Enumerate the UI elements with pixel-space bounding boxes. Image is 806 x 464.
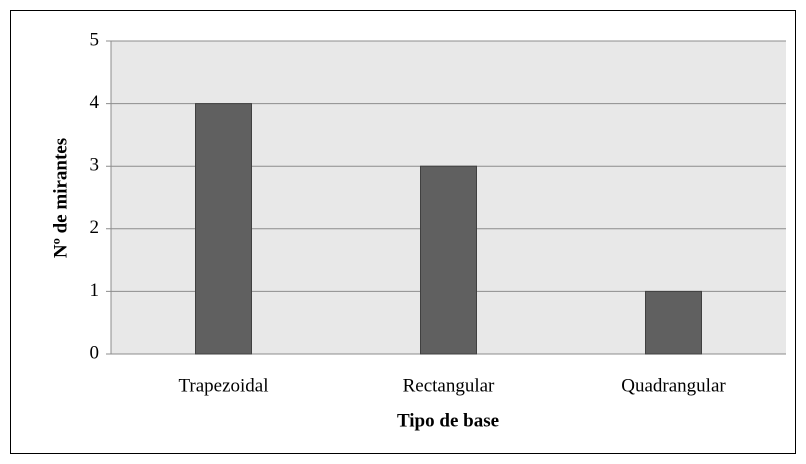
bar <box>195 103 252 355</box>
y-tick-label: 2 <box>90 217 100 238</box>
y-tick-label: 3 <box>90 155 100 176</box>
bar <box>420 165 477 355</box>
y-tick-label: 0 <box>90 342 100 363</box>
x-tick-label: Quadrangular <box>621 375 726 396</box>
x-tick-label: Trapezoidal <box>178 375 268 396</box>
x-axis-title: Tipo de base <box>397 410 499 431</box>
y-axis-title: Nº de mirantes <box>50 138 71 258</box>
y-tick-label: 1 <box>90 280 100 301</box>
x-tick-label: Rectangular <box>403 375 495 396</box>
y-tick-label: 4 <box>90 92 100 113</box>
bar <box>645 290 702 355</box>
y-tick-label: 5 <box>90 29 100 50</box>
